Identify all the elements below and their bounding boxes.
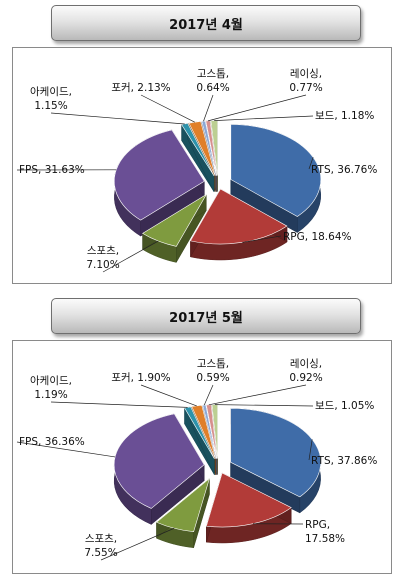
data-label-레이싱: 레이싱, 0.77% — [289, 68, 322, 94]
data-label-스포츠: 스포츠, 7.55% — [84, 533, 117, 559]
data-label-스포츠: 스포츠, 7.10% — [86, 245, 119, 271]
leader-line-아케이드 — [50, 401, 188, 408]
leader-line-RTS — [308, 157, 314, 170]
data-label-레이싱: 레이싱, 0.92% — [289, 358, 322, 384]
data-label-FPS: FPS, 36.36% — [19, 436, 85, 448]
data-label-아케이드: 아케이드, 1.19% — [30, 375, 72, 401]
leader-line-고스톱 — [203, 384, 214, 406]
leader-line-보드 — [214, 115, 314, 121]
slice-아케이드 — [184, 406, 215, 460]
data-label-RTS: RTS, 36.76% — [311, 164, 377, 176]
pie-chart-may: RTS, 37.86% RPG, 17.58% 스포츠, 7.55% FPS, 36.36… — [16, 358, 377, 561]
data-label-고스톱: 고스톱, 0.64% — [196, 68, 229, 94]
chart-frame-may: RTS, 37.86% RPG, 17.58% 스포츠, 7.55% FPS, 36.36… — [12, 340, 392, 574]
leader-line-FPS — [16, 441, 116, 458]
data-label-보드: 보드, 1.05% — [315, 400, 374, 412]
slice-포커 — [188, 121, 216, 176]
slice-레이싱 — [205, 120, 218, 176]
leader-line-RPG — [242, 235, 282, 243]
data-label-포커: 포커, 2.13% — [111, 82, 170, 94]
slice-FPS — [114, 129, 205, 221]
slice-스포츠 — [142, 194, 207, 247]
leader-line-레이싱 — [207, 94, 307, 122]
data-label-보드: 보드, 1.18% — [315, 110, 374, 122]
slice-FPS — [113, 413, 205, 509]
leader-line-스포츠 — [100, 527, 175, 561]
leader-line-RTS — [308, 439, 313, 461]
leader-line-고스톱 — [203, 94, 214, 122]
leader-line-스포츠 — [102, 240, 159, 273]
slice-RPG — [190, 188, 288, 245]
slice-RTS — [230, 408, 321, 498]
chart-frame-april: RTS, 36.76% RPG, 18.64% 스포츠, 7.10% FPS, 31.6… — [12, 47, 392, 284]
data-label-포커: 포커, 1.90% — [111, 372, 170, 384]
leader-line-레이싱 — [208, 384, 307, 406]
data-label-RPG: RPG, 18.64% — [283, 231, 351, 243]
leader-line-포커 — [140, 384, 197, 407]
leader-line-보드 — [214, 404, 314, 407]
data-label-고스톱: 고스톱, 0.59% — [196, 358, 229, 384]
chart-title-april: 2017년 4월 — [51, 5, 361, 41]
data-label-FPS: FPS, 31.63% — [19, 164, 85, 176]
pie-chart-april: RTS, 36.76% RPG, 18.64% 스포츠, 7.10% FPS, 31.6… — [16, 68, 377, 273]
slice-고스톱 — [202, 404, 217, 459]
leader-line-포커 — [140, 94, 195, 123]
leader-line-아케이드 — [50, 112, 185, 125]
data-label-RTS: RTS, 37.86% — [311, 455, 377, 467]
slice-RPG — [205, 472, 292, 528]
slice-스포츠 — [155, 477, 210, 533]
data-label-아케이드: 아케이드, 1.15% — [30, 86, 72, 112]
chart-title-may: 2017년 5월 — [51, 298, 361, 334]
slice-레이싱 — [205, 404, 218, 459]
data-label-RPG: RPG, 17.58% — [305, 519, 345, 545]
